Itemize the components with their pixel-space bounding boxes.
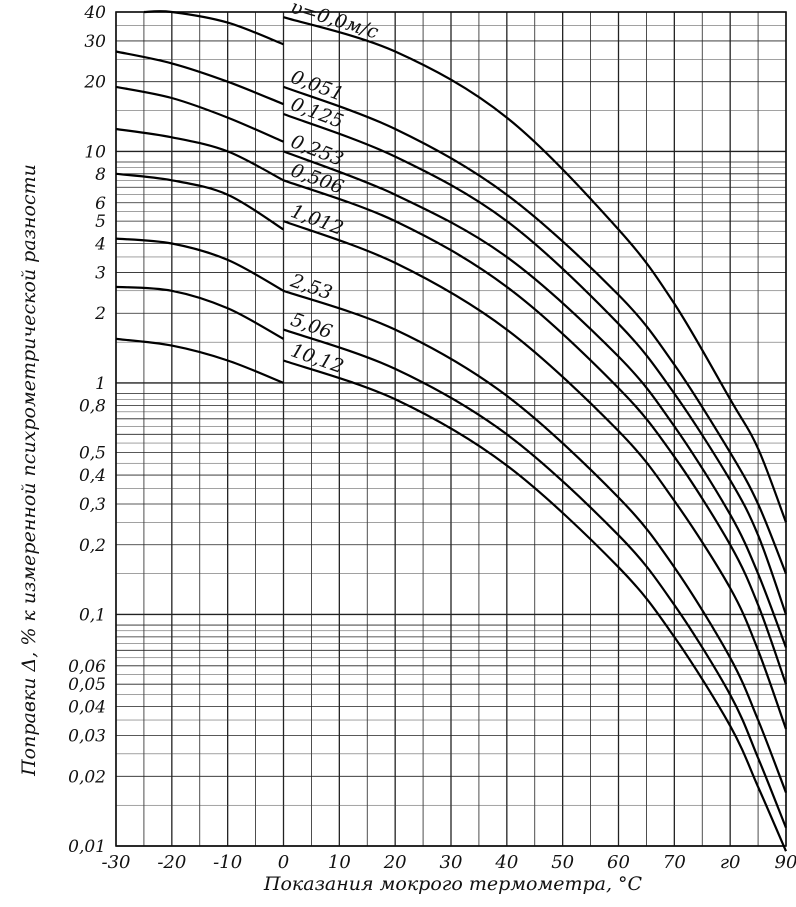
curve-water-4 [283, 179, 788, 685]
y-tick-label: 30 [84, 32, 106, 52]
curve-water-8 [283, 359, 788, 852]
curve-ice-0 [143, 10, 284, 46]
curve-label: 1,012 [288, 200, 347, 240]
x-tick-label: -20 [157, 852, 186, 873]
curve-ice-5 [115, 237, 285, 292]
x-tick-label: 30 [440, 852, 463, 873]
x-tick-label: -10 [213, 852, 242, 873]
curve-label: 10,12 [288, 339, 347, 378]
curve-water-5 [283, 220, 788, 730]
y-tick-label: 0,06 [68, 657, 106, 677]
curve-ice-7 [115, 337, 284, 384]
y-tick-label: 6 [95, 194, 106, 214]
y-tick-label: 8 [95, 165, 106, 185]
curve-water-0 [283, 16, 788, 523]
x-tick-label: 40 [494, 852, 518, 873]
x-tick-label: 60 [607, 852, 630, 873]
plot-frame [115, 11, 787, 847]
x-tick-label: 90 [775, 852, 796, 873]
y-tick-label: 0,03 [68, 727, 106, 747]
curve-water-2 [283, 112, 788, 615]
curve-water-7 [283, 328, 788, 829]
x-tick-label: 0 [278, 852, 289, 873]
x-tick-label: г0 [720, 852, 741, 873]
x-axis-label: Показания мокрого термометра, °C [263, 873, 643, 895]
y-tick-labels: 4030201086543210,80,50,40,30,20,10,060,0… [68, 3, 106, 857]
y-tick-label: 0,04 [68, 698, 106, 718]
curves [115, 10, 788, 852]
curve-ice-3 [115, 127, 285, 182]
y-tick-label: 5 [95, 212, 106, 232]
curve-water-3 [283, 150, 788, 648]
curve-ice-4 [115, 172, 285, 231]
x-tick-label: 20 [383, 852, 407, 873]
y-tick-label: 0,2 [79, 536, 106, 556]
y-tick-label: 40 [83, 3, 106, 23]
y-axis-label-wrap: Поправки Δ, % к измеренной психрометриче… [14, 0, 44, 907]
y-tick-label: 20 [83, 73, 106, 93]
y-tick-label: 0,02 [68, 767, 106, 787]
y-tick-label: 0,4 [79, 466, 106, 486]
y-tick-label: 10 [84, 142, 106, 162]
curve-ice-1 [115, 50, 284, 106]
y-tick-label: 0,1 [79, 605, 106, 625]
y-tick-label: 0,3 [79, 495, 106, 515]
y-tick-label: 0,5 [79, 444, 106, 464]
y-axis-label: Поправки Δ, % к измеренной психрометриче… [18, 164, 40, 776]
y-tick-label: 4 [94, 235, 106, 255]
y-tick-label: 1 [95, 374, 106, 394]
curve-ice-6 [115, 285, 285, 340]
y-tick-label: 3 [95, 263, 106, 283]
x-tick-label: 70 [663, 852, 686, 873]
curve-ice-2 [115, 85, 284, 143]
y-tick-label: 0,8 [79, 396, 106, 416]
curve-water-1 [283, 85, 788, 575]
y-tick-label: 0,01 [68, 837, 106, 857]
x-tick-labels: -30 -20 -10 0 10 20 30 40 50 60 70 г0 90 [102, 852, 796, 873]
curve-water-6 [283, 289, 788, 793]
y-tick-label: 0,05 [68, 675, 106, 695]
x-tick-label: 50 [551, 852, 574, 873]
x-tick-label: 10 [328, 852, 351, 873]
x-tick-label: -30 [102, 852, 131, 873]
y-tick-label: 2 [94, 304, 106, 324]
